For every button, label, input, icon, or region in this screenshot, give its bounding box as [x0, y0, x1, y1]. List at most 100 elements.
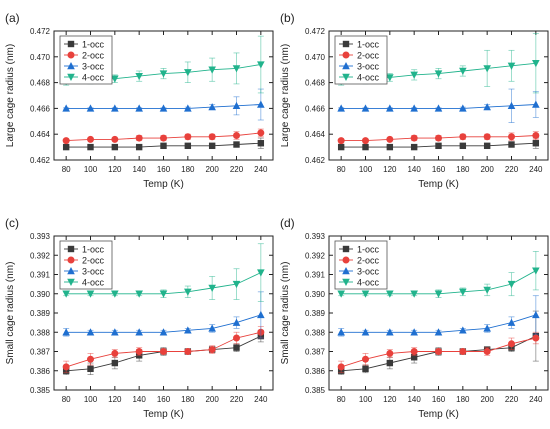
- legend-marker: [67, 62, 75, 70]
- data-point: [434, 104, 443, 112]
- data-series: [337, 331, 540, 374]
- data-point: [111, 349, 119, 357]
- legend-marker: [342, 51, 350, 59]
- y-tick-label: 0.391: [30, 271, 51, 280]
- x-axis-label: Temp (K): [418, 409, 459, 420]
- y-tick-label: 0.468: [305, 79, 326, 88]
- y-tick-label: 0.386: [30, 367, 51, 376]
- x-tick-label: 80: [62, 395, 71, 404]
- x-tick-label: 200: [205, 395, 219, 404]
- y-tick-label: 0.392: [305, 251, 326, 260]
- data-point: [184, 288, 192, 296]
- data-point: [159, 328, 168, 336]
- data-point: [459, 142, 467, 150]
- data-point: [483, 286, 491, 294]
- legend-label: 3-occ: [357, 267, 380, 277]
- x-tick-label: 220: [505, 165, 519, 174]
- data-point: [257, 269, 265, 277]
- y-tick-label: 0.390: [305, 290, 326, 299]
- y-tick-label: 0.393: [305, 232, 326, 241]
- data-point: [111, 143, 119, 151]
- data-series: [337, 88, 540, 123]
- data-point: [362, 143, 369, 151]
- legend-label: 1-occ: [357, 40, 380, 50]
- y-tick-label: 0.385: [305, 386, 326, 395]
- legend-marker: [342, 267, 350, 275]
- data-point: [361, 328, 370, 336]
- legend-marker: [67, 256, 75, 264]
- data-point: [532, 267, 540, 275]
- data-point: [508, 340, 515, 348]
- y-axis-label: Small cage radius (nm): [280, 262, 291, 365]
- x-tick-label: 220: [230, 165, 244, 174]
- data-point: [386, 290, 394, 298]
- x-tick-label: 160: [432, 165, 446, 174]
- y-tick-label: 0.464: [30, 130, 51, 139]
- data-point: [361, 290, 370, 298]
- y-tick-label: 0.393: [30, 232, 51, 241]
- panel-label: (a): [5, 11, 20, 25]
- x-tick-label: 240: [254, 395, 268, 404]
- data-point: [532, 310, 540, 319]
- data-point: [508, 141, 515, 148]
- data-point: [208, 103, 216, 111]
- data-point: [62, 290, 70, 298]
- data-point: [410, 71, 418, 79]
- data-point: [337, 104, 345, 112]
- x-tick-label: 240: [529, 165, 543, 174]
- data-point: [435, 142, 442, 150]
- data-point: [87, 135, 94, 143]
- data-point: [435, 134, 442, 142]
- data-point: [507, 62, 516, 70]
- y-tick-label: 0.470: [305, 53, 326, 62]
- y-axis-label: Large cage radius (nm): [5, 44, 16, 147]
- data-point: [232, 101, 241, 110]
- x-tick-label: 140: [132, 165, 146, 174]
- legend-label: 4-occ: [357, 278, 380, 288]
- legend-marker: [342, 245, 350, 253]
- data-point: [410, 143, 418, 151]
- data-point: [410, 348, 418, 355]
- data-point: [87, 365, 94, 373]
- data-point: [483, 348, 491, 355]
- legend-marker: [67, 267, 75, 275]
- x-tick-label: 140: [407, 165, 421, 174]
- chart-panel: (a) 80 100 120 140 160 180 200 220 240 0.462 0.464 0…: [5, 11, 274, 190]
- data-point: [532, 60, 540, 68]
- data-point: [362, 365, 369, 373]
- legend-label: 1-occ: [357, 245, 380, 255]
- data-point: [62, 363, 70, 371]
- x-tick-label: 180: [456, 165, 470, 174]
- data-point: [459, 104, 467, 112]
- data-point: [337, 290, 345, 298]
- y-tick-label: 0.387: [305, 348, 326, 357]
- y-tick-label: 0.462: [30, 156, 51, 165]
- data-point: [532, 100, 540, 108]
- data-point: [184, 104, 192, 112]
- chart-panel: (d) 80 100 120 140 160 180 200 220 240 0.385 0.386 0…: [280, 216, 549, 420]
- data-series: [62, 137, 265, 151]
- data-series: [62, 326, 265, 374]
- data-series: [62, 88, 265, 121]
- data-point: [159, 104, 168, 112]
- data-point: [532, 131, 540, 139]
- data-point: [386, 359, 394, 367]
- data-point: [184, 142, 192, 150]
- legend-marker: [342, 256, 350, 264]
- data-point: [87, 143, 94, 151]
- x-axis-label: Temp (K): [418, 179, 459, 190]
- legend-marker: [342, 278, 350, 286]
- data-series: [62, 128, 265, 145]
- data-point: [435, 348, 442, 355]
- x-tick-label: 80: [337, 165, 346, 174]
- x-tick-label: 120: [383, 395, 397, 404]
- panel-label: (d): [280, 216, 295, 230]
- y-tick-label: 0.472: [305, 27, 326, 36]
- y-tick-label: 0.470: [30, 53, 51, 62]
- y-tick-label: 0.392: [30, 251, 51, 260]
- x-tick-label: 120: [383, 165, 397, 174]
- x-tick-label: 200: [480, 395, 494, 404]
- data-point: [62, 137, 70, 145]
- data-point: [208, 324, 216, 332]
